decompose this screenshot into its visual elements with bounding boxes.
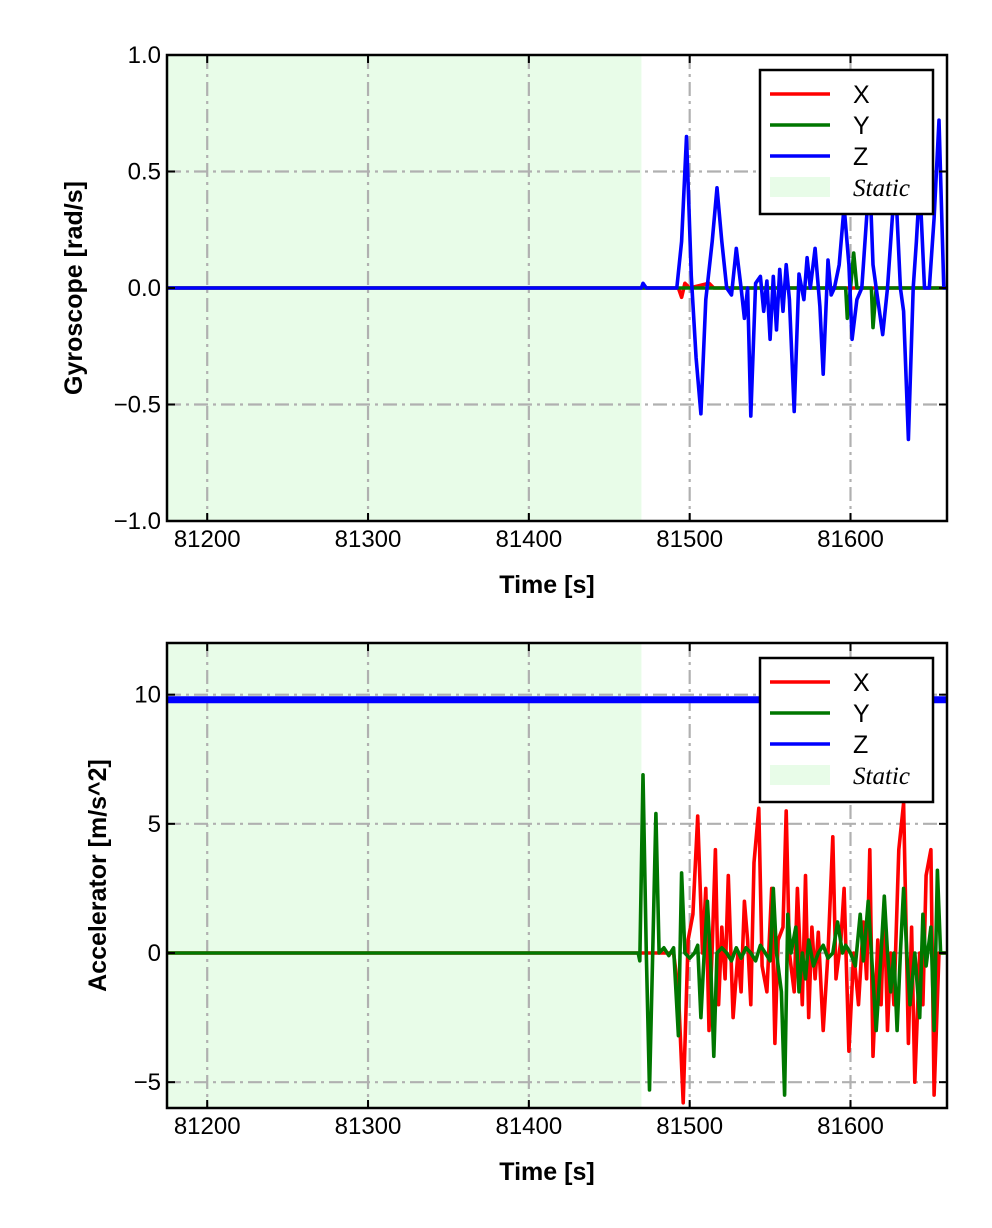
x-tick-label: 81500 bbox=[656, 1113, 723, 1140]
x-axis-title: Time [s] bbox=[499, 571, 594, 599]
y-tick-label: 0 bbox=[148, 940, 161, 967]
x-tick-label: 81600 bbox=[817, 526, 884, 553]
legend-label-static: Static bbox=[853, 175, 910, 202]
x-axis-title: Time [s] bbox=[499, 1158, 594, 1186]
chart-panel-2: 81200 81300 81400 81500 81600 10 5 0 −5 Time [s] A… bbox=[84, 641, 949, 1186]
static-region bbox=[167, 643, 642, 1108]
x-tick-label: 81500 bbox=[656, 526, 723, 553]
series-line-y bbox=[167, 773, 947, 1097]
y-tick-label: −5 bbox=[134, 1069, 161, 1096]
x-tick-label: 81200 bbox=[174, 1113, 241, 1140]
y-tick-label: −0.5 bbox=[114, 392, 161, 419]
y-axis-title: Gyroscope [rad/s] bbox=[60, 181, 88, 395]
legend-label-z: Z bbox=[853, 143, 868, 171]
legend-label-static: Static bbox=[853, 763, 910, 790]
x-tick-label: 81300 bbox=[335, 526, 402, 553]
x-tick-label: 81600 bbox=[817, 1113, 884, 1140]
legend-label-y: Y bbox=[853, 700, 870, 728]
legend-label-x: X bbox=[853, 81, 870, 109]
legend: XYZ Static bbox=[758, 656, 935, 804]
legend-swatch-static bbox=[770, 765, 830, 785]
x-tick-label: 81200 bbox=[174, 526, 241, 553]
legend: XYZ Static bbox=[758, 68, 935, 216]
legend-label-z: Z bbox=[853, 731, 868, 759]
y-tick-label: 10 bbox=[134, 682, 161, 709]
y-tick-label: 0.5 bbox=[128, 159, 161, 186]
series-line-z bbox=[167, 118, 947, 442]
chart-panel-1: 81200 81300 81400 81500 81600 1.0 0.5 0.0 −0.5 −1… bbox=[60, 42, 949, 599]
y-tick-label: 5 bbox=[148, 811, 161, 838]
legend-label-y: Y bbox=[853, 112, 870, 140]
y-axis-title: Accelerator [m/s^2] bbox=[84, 759, 112, 992]
y-tick-label: −1.0 bbox=[114, 508, 161, 535]
x-tick-label: 81400 bbox=[495, 526, 562, 553]
x-tick-label: 81300 bbox=[335, 1113, 402, 1140]
plot-frame bbox=[165, 641, 949, 1110]
y-tick-label: 0.0 bbox=[128, 275, 161, 302]
y-tick-label: 1.0 bbox=[128, 42, 161, 69]
series-line-y bbox=[167, 251, 947, 330]
legend-label-x: X bbox=[853, 669, 870, 697]
legend-swatch-static bbox=[770, 177, 830, 197]
x-tick-label: 81400 bbox=[495, 1113, 562, 1140]
